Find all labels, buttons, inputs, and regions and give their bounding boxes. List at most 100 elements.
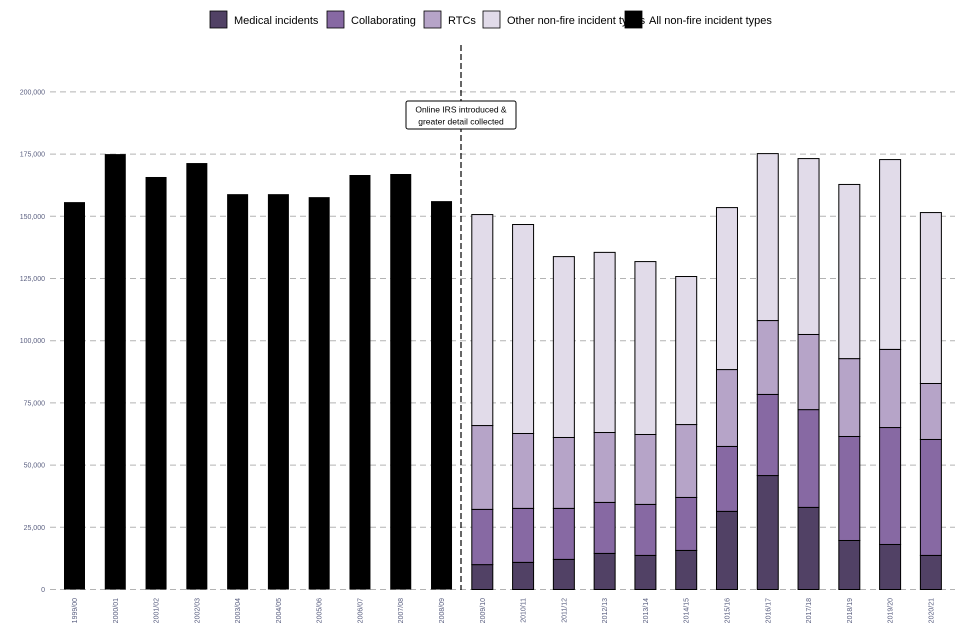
bar-medical-incidents-2009-10: [471, 564, 494, 590]
y-tick-label: 100,000: [20, 338, 45, 345]
bar-medical-incidents-2019-20: [879, 543, 902, 591]
bar-all-non-fire-incident-types-2006-07: [349, 174, 371, 590]
legend-swatch: [423, 10, 442, 29]
x-tick-label: 2016/17: [765, 598, 772, 623]
bar-collaborating-2013-14: [634, 503, 657, 556]
bar-other-non-fire-incident-types-2009-10: [471, 214, 494, 427]
bar-all-non-fire-incident-types-2003-04: [227, 194, 249, 590]
bar-other-non-fire-incident-types-2015-16: [715, 207, 738, 371]
bar-collaborating-2010-11: [512, 507, 535, 563]
x-tick-label: 2020/21: [928, 598, 935, 623]
bar-rtcs-2017-18: [797, 333, 820, 411]
bar-all-non-fire-incident-types-2004-05: [267, 194, 289, 590]
bar-collaborating-2017-18: [797, 409, 820, 508]
x-tick-label: 1999/00: [72, 598, 79, 623]
x-tick-label: 2013/14: [643, 598, 650, 623]
annotation-line-1: Online IRS introduced &: [415, 105, 507, 115]
bar-collaborating-2014-15: [675, 496, 698, 551]
bar-all-non-fire-incident-types-2001-02: [145, 176, 167, 590]
bar-medical-incidents-2010-11: [512, 561, 535, 590]
bar-medical-incidents-2018-19: [838, 539, 861, 590]
bar-rtcs-2009-10: [471, 425, 494, 510]
bar-other-non-fire-incident-types-2013-14: [634, 261, 657, 435]
bar-collaborating-2012-13: [593, 501, 616, 554]
legend-label: Collaborating: [351, 15, 416, 27]
annotation-line-2: greater detail collected: [418, 117, 504, 127]
y-tick-label: 25,000: [24, 525, 46, 532]
y-tick-label: 125,000: [20, 276, 45, 283]
bar-collaborating-2015-16: [715, 445, 738, 512]
bar-rtcs-2015-16: [715, 369, 738, 447]
y-tick-label: 50,000: [24, 463, 46, 470]
bar-rtcs-2019-20: [879, 348, 902, 429]
bar-rtcs-2013-14: [634, 433, 657, 505]
legend-label: All non-fire incident types: [649, 15, 772, 27]
bar-rtcs-2018-19: [838, 358, 861, 437]
bars: [64, 153, 942, 591]
y-tick-label: 0: [41, 587, 45, 594]
x-tick-label: 2002/03: [194, 598, 201, 623]
bar-medical-incidents-2014-15: [675, 549, 698, 591]
x-axis-ticks: 1999/00 2000/01 2001/02 2002/03 2003/04 2004/…: [72, 598, 935, 623]
x-tick-label: 2010/11: [521, 598, 528, 623]
x-tick-label: 2019/20: [888, 598, 895, 623]
bar-rtcs-2011-12: [552, 436, 575, 509]
bar-all-non-fire-incident-types-2005-06: [308, 197, 330, 590]
bar-other-non-fire-incident-types-2014-15: [675, 276, 698, 426]
legend-label: RTCs: [448, 15, 476, 27]
legend: Medical incidents Collaborating RTCs Other …: [209, 10, 772, 29]
y-tick-label: 150,000: [20, 214, 45, 221]
bar-rtcs-2012-13: [593, 432, 616, 503]
bar-medical-incidents-2013-14: [634, 554, 657, 591]
x-tick-label: 2005/06: [317, 598, 324, 623]
x-tick-label: 2018/19: [847, 598, 854, 623]
bar-collaborating-2016-17: [756, 393, 779, 477]
x-tick-label: 2015/16: [724, 598, 731, 623]
bar-collaborating-2011-12: [552, 507, 575, 560]
legend-swatch: [209, 10, 228, 29]
bar-rtcs-2016-17: [756, 320, 779, 395]
bar-collaborating-2009-10: [471, 508, 494, 566]
x-tick-label: 2008/09: [439, 598, 446, 623]
bar-all-non-fire-incident-types-1999-00: [64, 202, 85, 590]
x-tick-label: 2006/07: [357, 598, 364, 623]
bar-medical-incidents-2011-12: [552, 558, 575, 591]
annotation: Online IRS introduced & greater detail c…: [405, 45, 517, 590]
y-tick-label: 200,000: [20, 89, 45, 96]
bar-rtcs-2014-15: [675, 424, 698, 498]
x-tick-label: 2000/01: [113, 598, 120, 623]
bar-medical-incidents-2012-13: [593, 552, 616, 591]
legend-label: Medical incidents: [234, 15, 319, 27]
bar-rtcs-2020-21: [919, 382, 942, 440]
bar-medical-incidents-2020-21: [919, 554, 942, 591]
legend-label: Other non-fire incident types: [507, 15, 646, 27]
bar-medical-incidents-2017-18: [797, 506, 820, 590]
bar-other-non-fire-incident-types-2020-21: [919, 212, 942, 384]
x-tick-label: 2009/10: [480, 598, 487, 623]
bar-other-non-fire-incident-types-2019-20: [879, 159, 902, 350]
x-tick-label: 2017/18: [806, 598, 813, 623]
bar-medical-incidents-2016-17: [756, 475, 779, 590]
bar-other-non-fire-incident-types-2018-19: [838, 183, 861, 360]
bar-medical-incidents-2015-16: [715, 510, 738, 590]
x-tick-label: 2004/05: [276, 598, 283, 623]
annotation-box: [405, 100, 517, 130]
legend-swatch: [624, 10, 643, 29]
bar-other-non-fire-incident-types-2011-12: [552, 256, 575, 438]
bar-all-non-fire-incident-types-2007-08: [390, 174, 412, 590]
bar-other-non-fire-incident-types-2010-11: [512, 224, 535, 435]
bar-rtcs-2010-11: [512, 433, 535, 509]
bar-other-non-fire-incident-types-2012-13: [593, 251, 616, 434]
y-tick-label: 75,000: [24, 400, 46, 407]
bar-all-non-fire-incident-types-2002-03: [186, 163, 208, 590]
x-tick-label: 2001/02: [154, 598, 161, 623]
bar-all-non-fire-incident-types-2000-01: [104, 154, 126, 590]
legend-swatch: [482, 10, 501, 29]
x-tick-label: 2007/08: [398, 598, 405, 623]
legend-swatch: [326, 10, 345, 29]
bar-collaborating-2020-21: [919, 438, 942, 556]
y-axis-ticks: 0 25,000 50,000 75,000 100,000 125,000 150,000…: [20, 89, 45, 594]
x-tick-label: 2011/12: [561, 598, 568, 623]
y-tick-label: 175,000: [20, 152, 45, 159]
